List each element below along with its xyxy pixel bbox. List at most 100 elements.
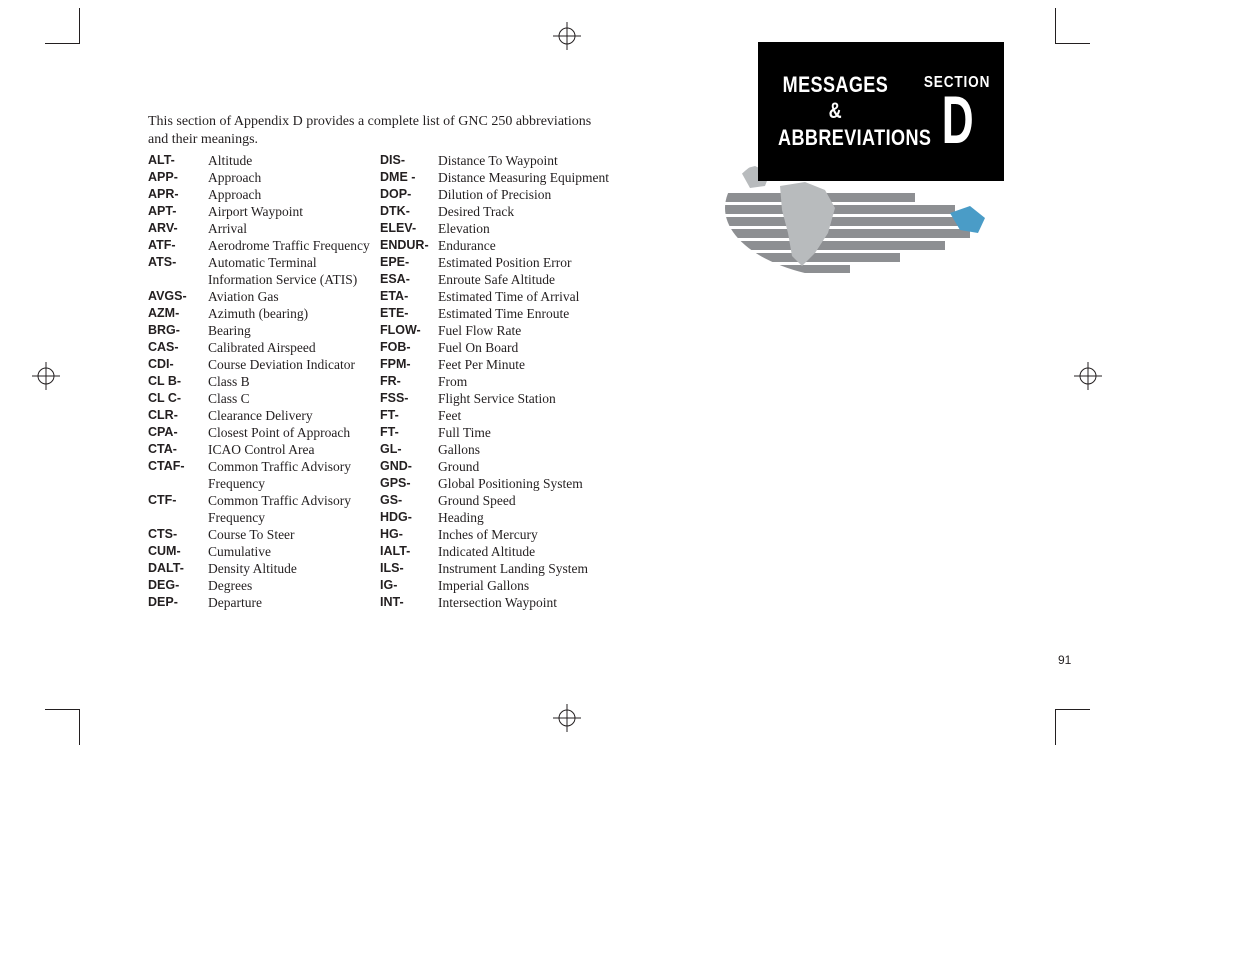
abbreviation-definition: Closest Point of Approach: [208, 424, 380, 441]
abbreviation-entry: APP-Approach: [148, 169, 380, 186]
abbreviation-entry: CTA-ICAO Control Area: [148, 441, 380, 458]
abbreviation-entry: FPM-Feet Per Minute: [380, 356, 640, 373]
abbreviation-entry: CTAF-Common Traffic Advisory Frequency: [148, 458, 380, 492]
abbreviation-code: CLR-: [148, 407, 208, 424]
abbreviation-entry: IG-Imperial Gallons: [380, 577, 640, 594]
abbreviation-code: CPA-: [148, 424, 208, 441]
abbreviation-entry: GND-Ground: [380, 458, 640, 475]
abbreviation-code: CDI-: [148, 356, 208, 373]
abbreviation-definition: Fuel Flow Rate: [438, 322, 640, 339]
abbreviation-code: CL B-: [148, 373, 208, 390]
abbreviation-definition: Intersection Waypoint: [438, 594, 640, 611]
abbreviation-definition: Approach: [208, 186, 380, 203]
page-number: 91: [1058, 653, 1071, 667]
abbreviation-entry: GL-Gallons: [380, 441, 640, 458]
abbreviation-definition: Ground Speed: [438, 492, 640, 509]
abbreviation-entry: CDI-Course Deviation Indicator: [148, 356, 380, 373]
abbreviation-entry: DTK-Desired Track: [380, 203, 640, 220]
abbreviation-entry: GS-Ground Speed: [380, 492, 640, 509]
crop-mark: [45, 709, 80, 710]
abbreviation-code: CTS-: [148, 526, 208, 543]
section-badge: MESSAGES & ABBREVIATIONS SECTION D: [758, 42, 1004, 181]
abbreviation-code: DOP-: [380, 186, 438, 203]
abbreviation-definition: Altitude: [208, 152, 380, 169]
abbreviation-code: GND-: [380, 458, 438, 475]
abbreviation-entry: AVGS-Aviation Gas: [148, 288, 380, 305]
abbreviation-entry: ATF-Aerodrome Traffic Frequency: [148, 237, 380, 254]
abbreviation-code: FOB-: [380, 339, 438, 356]
abbreviation-definition: Clearance Delivery: [208, 407, 380, 424]
registration-mark: [553, 704, 581, 732]
abbreviation-definition: Arrival: [208, 220, 380, 237]
registration-mark: [1074, 362, 1102, 390]
abbreviation-definition: Distance To Waypoint: [438, 152, 640, 169]
abbreviation-entry: CLR-Clearance Delivery: [148, 407, 380, 424]
abbreviation-code: ENDUR-: [380, 237, 438, 254]
abbreviation-definition: Elevation: [438, 220, 640, 237]
abbreviation-columns: ALT-AltitudeAPP-ApproachAPR-ApproachAPT-…: [148, 152, 640, 611]
abbreviation-code: CTA-: [148, 441, 208, 458]
abbreviation-code: CTAF-: [148, 458, 208, 492]
abbreviation-entry: DALT-Density Altitude: [148, 560, 380, 577]
abbreviation-definition: Course Deviation Indicator: [208, 356, 380, 373]
abbreviation-code: CAS-: [148, 339, 208, 356]
abbreviation-definition: Aviation Gas: [208, 288, 380, 305]
abbreviation-code: DALT-: [148, 560, 208, 577]
badge-line-2: ABBREVIATIONS: [778, 125, 893, 151]
abbreviation-code: HDG-: [380, 509, 438, 526]
abbreviation-code: ETA-: [380, 288, 438, 305]
abbreviation-definition: Approach: [208, 169, 380, 186]
crop-mark: [1055, 709, 1090, 710]
abbreviation-entry: IALT-Indicated Altitude: [380, 543, 640, 560]
abbreviation-definition: Gallons: [438, 441, 640, 458]
abbreviation-code: APP-: [148, 169, 208, 186]
abbreviation-definition: Course To Steer: [208, 526, 380, 543]
abbreviation-definition: Departure: [208, 594, 380, 611]
abbreviation-code: FSS-: [380, 390, 438, 407]
abbreviation-entry: DIS-Distance To Waypoint: [380, 152, 640, 169]
crop-mark: [1055, 43, 1090, 44]
abbreviation-definition: Airport Waypoint: [208, 203, 380, 220]
abbreviation-entry: ETA-Estimated Time of Arrival: [380, 288, 640, 305]
abbreviation-entry: BRG-Bearing: [148, 322, 380, 339]
abbreviation-entry: ARV-Arrival: [148, 220, 380, 237]
abbreviation-definition: Imperial Gallons: [438, 577, 640, 594]
abbreviation-definition: Cumulative: [208, 543, 380, 560]
badge-title: MESSAGES & ABBREVIATIONS: [778, 72, 893, 151]
abbreviation-code: ATS-: [148, 254, 208, 288]
abbreviation-code: ALT-: [148, 152, 208, 169]
column-2: DIS-Distance To WaypointDME -Distance Me…: [380, 152, 640, 611]
abbreviation-code: CTF-: [148, 492, 208, 526]
column-1: ALT-AltitudeAPP-ApproachAPR-ApproachAPT-…: [148, 152, 380, 611]
abbreviation-entry: AZM-Azimuth (bearing): [148, 305, 380, 322]
abbreviation-entry: CL B-Class B: [148, 373, 380, 390]
abbreviation-code: FT-: [380, 424, 438, 441]
abbreviation-code: DEG-: [148, 577, 208, 594]
abbreviation-entry: CUM-Cumulative: [148, 543, 380, 560]
crop-mark: [45, 43, 80, 44]
abbreviation-definition: Enroute Safe Altitude: [438, 271, 640, 288]
abbreviation-code: DTK-: [380, 203, 438, 220]
crop-mark: [79, 710, 80, 745]
abbreviation-code: GPS-: [380, 475, 438, 492]
abbreviation-definition: Feet: [438, 407, 640, 424]
abbreviation-definition: Flight Service Station: [438, 390, 640, 407]
intro-text: This section of Appendix D provides a co…: [148, 113, 598, 149]
abbreviation-code: CUM-: [148, 543, 208, 560]
abbreviation-definition: Calibrated Airspeed: [208, 339, 380, 356]
abbreviation-definition: Distance Measuring Equipment: [438, 169, 640, 186]
abbreviation-entry: ATS-Automatic Terminal Information Servi…: [148, 254, 380, 288]
abbreviation-code: FLOW-: [380, 322, 438, 339]
abbreviation-entry: INT-Intersection Waypoint: [380, 594, 640, 611]
abbreviation-entry: EPE-Estimated Position Error: [380, 254, 640, 271]
abbreviation-code: GS-: [380, 492, 438, 509]
abbreviation-definition: Endurance: [438, 237, 640, 254]
crop-mark: [79, 8, 80, 43]
abbreviation-definition: Degrees: [208, 577, 380, 594]
abbreviation-entry: HDG-Heading: [380, 509, 640, 526]
abbreviation-code: ILS-: [380, 560, 438, 577]
abbreviation-code: APR-: [148, 186, 208, 203]
abbreviation-definition: Estimated Time of Arrival: [438, 288, 640, 305]
abbreviation-entry: ILS-Instrument Landing System: [380, 560, 640, 577]
abbreviation-entry: APT-Airport Waypoint: [148, 203, 380, 220]
